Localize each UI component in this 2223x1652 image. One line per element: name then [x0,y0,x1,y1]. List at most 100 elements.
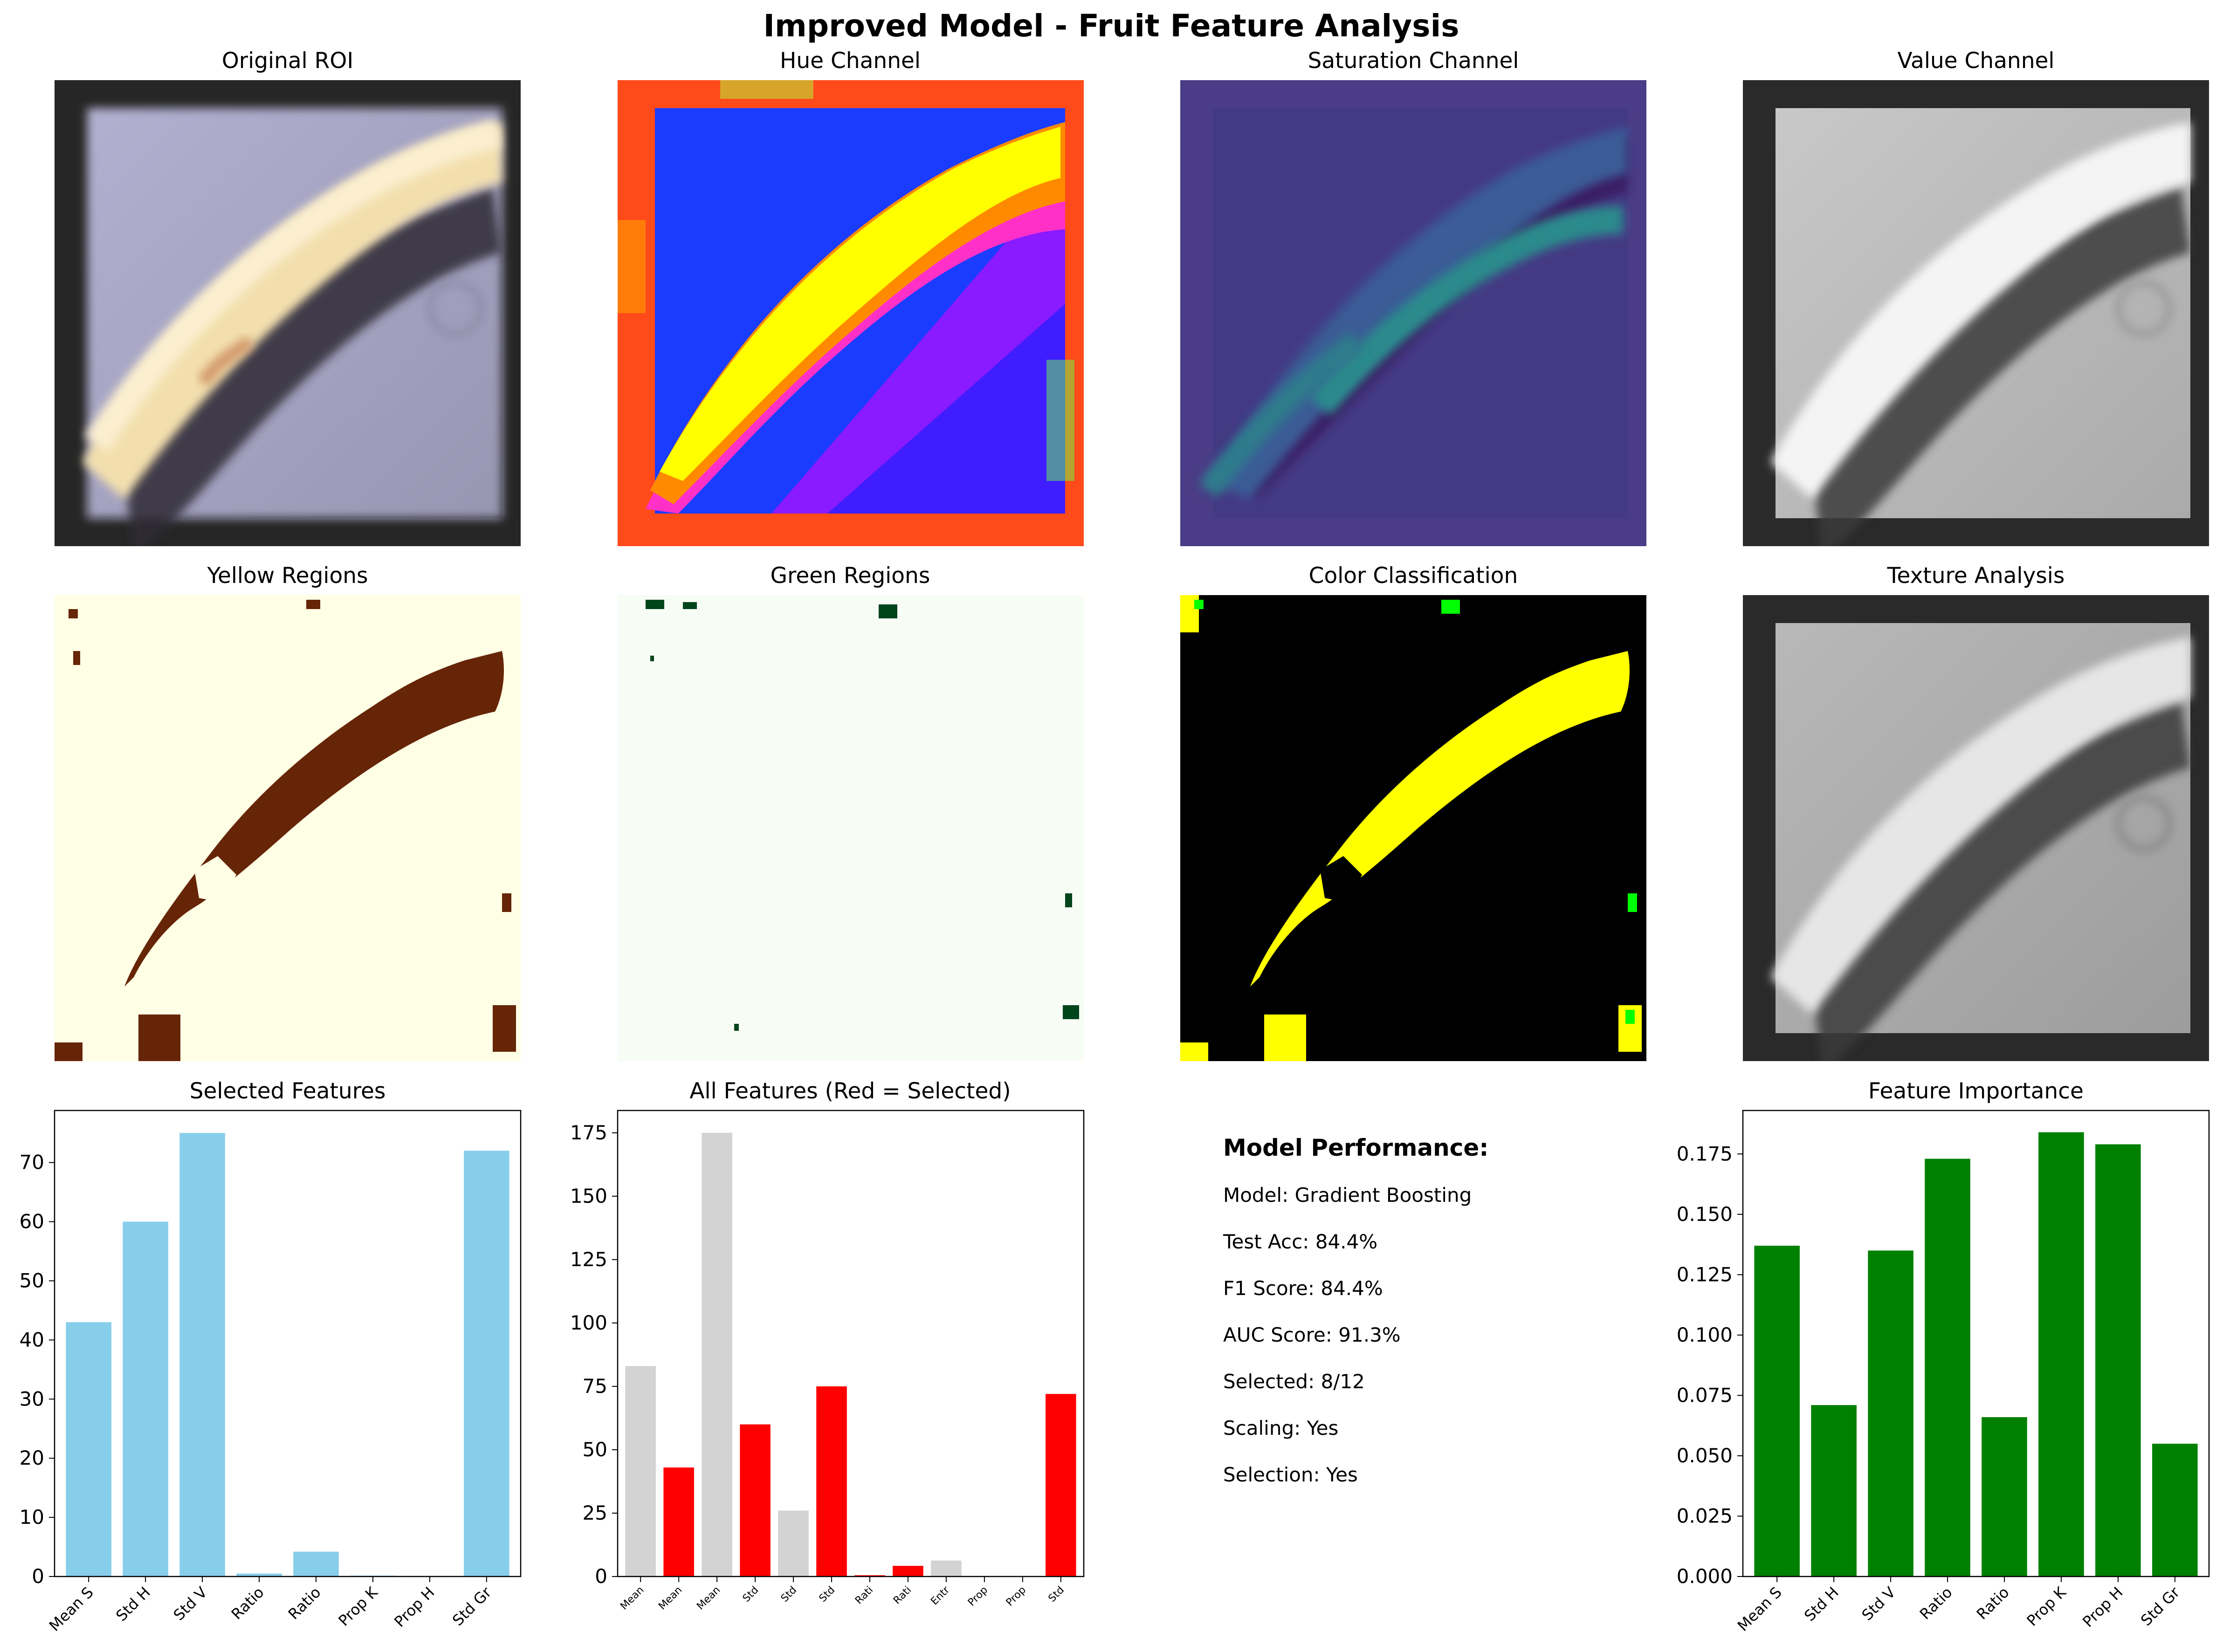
bar [1046,1394,1076,1577]
x-tick-label: Prop H [2079,1583,2126,1631]
x-tick-label: Std [1046,1584,1067,1605]
green-regions-image [618,595,1084,1061]
y-tick-label: 0.125 [1677,1263,1733,1286]
bar [66,1322,111,1577]
y-tick-label: 175 [570,1121,607,1144]
y-tick-label: 0.025 [1677,1504,1733,1527]
x-tick-label: Std H [112,1583,154,1625]
bar [123,1221,168,1577]
x-tick-label: Mean S [46,1583,97,1635]
y-tick-label: 100 [570,1311,607,1334]
bar [1754,1246,1800,1577]
hue-channel-image [618,80,1084,546]
bar [179,1133,225,1577]
x-tick-label: Rati [891,1584,914,1607]
y-tick-label: 70 [20,1151,44,1174]
x-tick-label: Prop K [335,1583,381,1630]
value-channel-image [1743,80,2209,546]
bar [931,1560,962,1577]
x-tick-label: Mean [618,1584,646,1612]
x-tick-label: Prop K [2023,1583,2070,1630]
y-tick-label: 25 [583,1501,607,1524]
green-regions-title: Green Regions [771,563,930,589]
x-tick-label: Std [817,1584,838,1605]
color-classification-title: Color Classification [1309,563,1518,589]
y-tick-label: 40 [20,1328,44,1351]
y-tick-label: 75 [583,1375,607,1398]
bar [1925,1158,1970,1577]
y-tick-label: 0.000 [1677,1565,1733,1588]
y-tick-label: 60 [20,1210,44,1233]
performance-line-f1: F1 Score: 84.4% [1223,1277,1383,1300]
performance-line-selected: Selected: 8/12 [1223,1370,1365,1393]
x-tick-label: Std [779,1584,799,1605]
saturation-channel-image [1180,80,1646,546]
y-tick-label: 30 [20,1387,44,1410]
y-tick-label: 0.075 [1677,1384,1733,1406]
performance-line-auc: AUC Score: 91.3% [1223,1323,1401,1346]
model-performance-panel: Model Performance: Model: Gradient Boost… [1223,1134,1488,1486]
axes-frame [54,1110,522,1577]
performance-line-selection: Selection: Yes [1223,1463,1358,1486]
axes-frame [617,1110,1085,1577]
bar [778,1510,809,1577]
x-tick-label: Prop [1004,1584,1028,1609]
y-tick-label: 20 [20,1446,44,1469]
saturation-channel-title: Saturation Channel [1308,48,1519,74]
yellow-regions-title: Yellow Regions [206,563,368,589]
feature-importance-title: Feature Importance [1868,1078,2084,1104]
bar [2095,1144,2141,1577]
bar [625,1366,656,1577]
selected-features-chart: Mean S Std H Std V Ratio Ratio Prop K Prop H St… [20,1110,522,1635]
feature-importance-chart: Mean S Std H Std V Ratio Ratio Prop K Prop H St… [1677,1110,2210,1635]
all-features-title: All Features (Red = Selected) [689,1078,1011,1104]
yellow-regions-image [55,595,521,1061]
y-tick-label: 0 [595,1565,607,1588]
bar [1811,1405,1857,1577]
y-tick-label: 10 [20,1506,44,1529]
bar [236,1573,282,1577]
x-tick-label: Prop [966,1584,990,1609]
x-tick-label: Std Gr [2137,1583,2183,1629]
bar [464,1151,509,1577]
x-tick-label: Prop H [391,1583,438,1631]
x-tick-label: Std [741,1584,761,1605]
bar [1982,1417,2027,1577]
y-tick-label: 0.175 [1677,1142,1733,1165]
all-features-chart: Mean Mean Mean Std Std Std Rati Rati Entr Prop Pro… [570,1110,1085,1612]
x-tick-label: Std V [1858,1583,1899,1624]
original-roi-title: Original ROI [222,48,353,74]
hue-channel-title: Hue Channel [780,48,921,74]
original-roi-image [55,80,521,546]
x-tick-label: Std H [1801,1583,1842,1625]
performance-line-scaling: Scaling: Yes [1223,1417,1338,1440]
bar [293,1551,339,1577]
x-tick-label: Mean S [1734,1583,1785,1635]
bar [1868,1250,1913,1577]
x-tick-label: Entr [929,1584,952,1608]
value-channel-title: Value Channel [1898,48,2055,74]
axes-frame [1742,1110,2210,1577]
x-tick-label: Rati [853,1584,875,1607]
y-tick-label: 125 [570,1248,607,1271]
texture-analysis-image [1743,595,2209,1061]
bar [663,1467,694,1577]
x-tick-label: Ratio [1973,1583,2013,1623]
y-tick-label: 150 [570,1185,607,1207]
x-tick-label: Ratio [228,1583,268,1623]
x-tick-label: Mean [695,1584,723,1612]
bar [740,1424,771,1577]
color-classification-image [1180,595,1646,1061]
y-tick-label: 50 [20,1269,44,1292]
y-tick-label: 0.150 [1677,1203,1733,1226]
bar [2152,1444,2198,1577]
y-tick-label: 0.100 [1677,1323,1733,1346]
bar [702,1132,732,1577]
x-tick-label: Ratio [1916,1583,1956,1623]
bar [854,1575,885,1577]
x-tick-label: Std V [170,1583,211,1624]
texture-analysis-title: Texture Analysis [1887,563,2065,589]
bar [816,1386,847,1577]
performance-line-model: Model: Gradient Boosting [1223,1184,1472,1206]
